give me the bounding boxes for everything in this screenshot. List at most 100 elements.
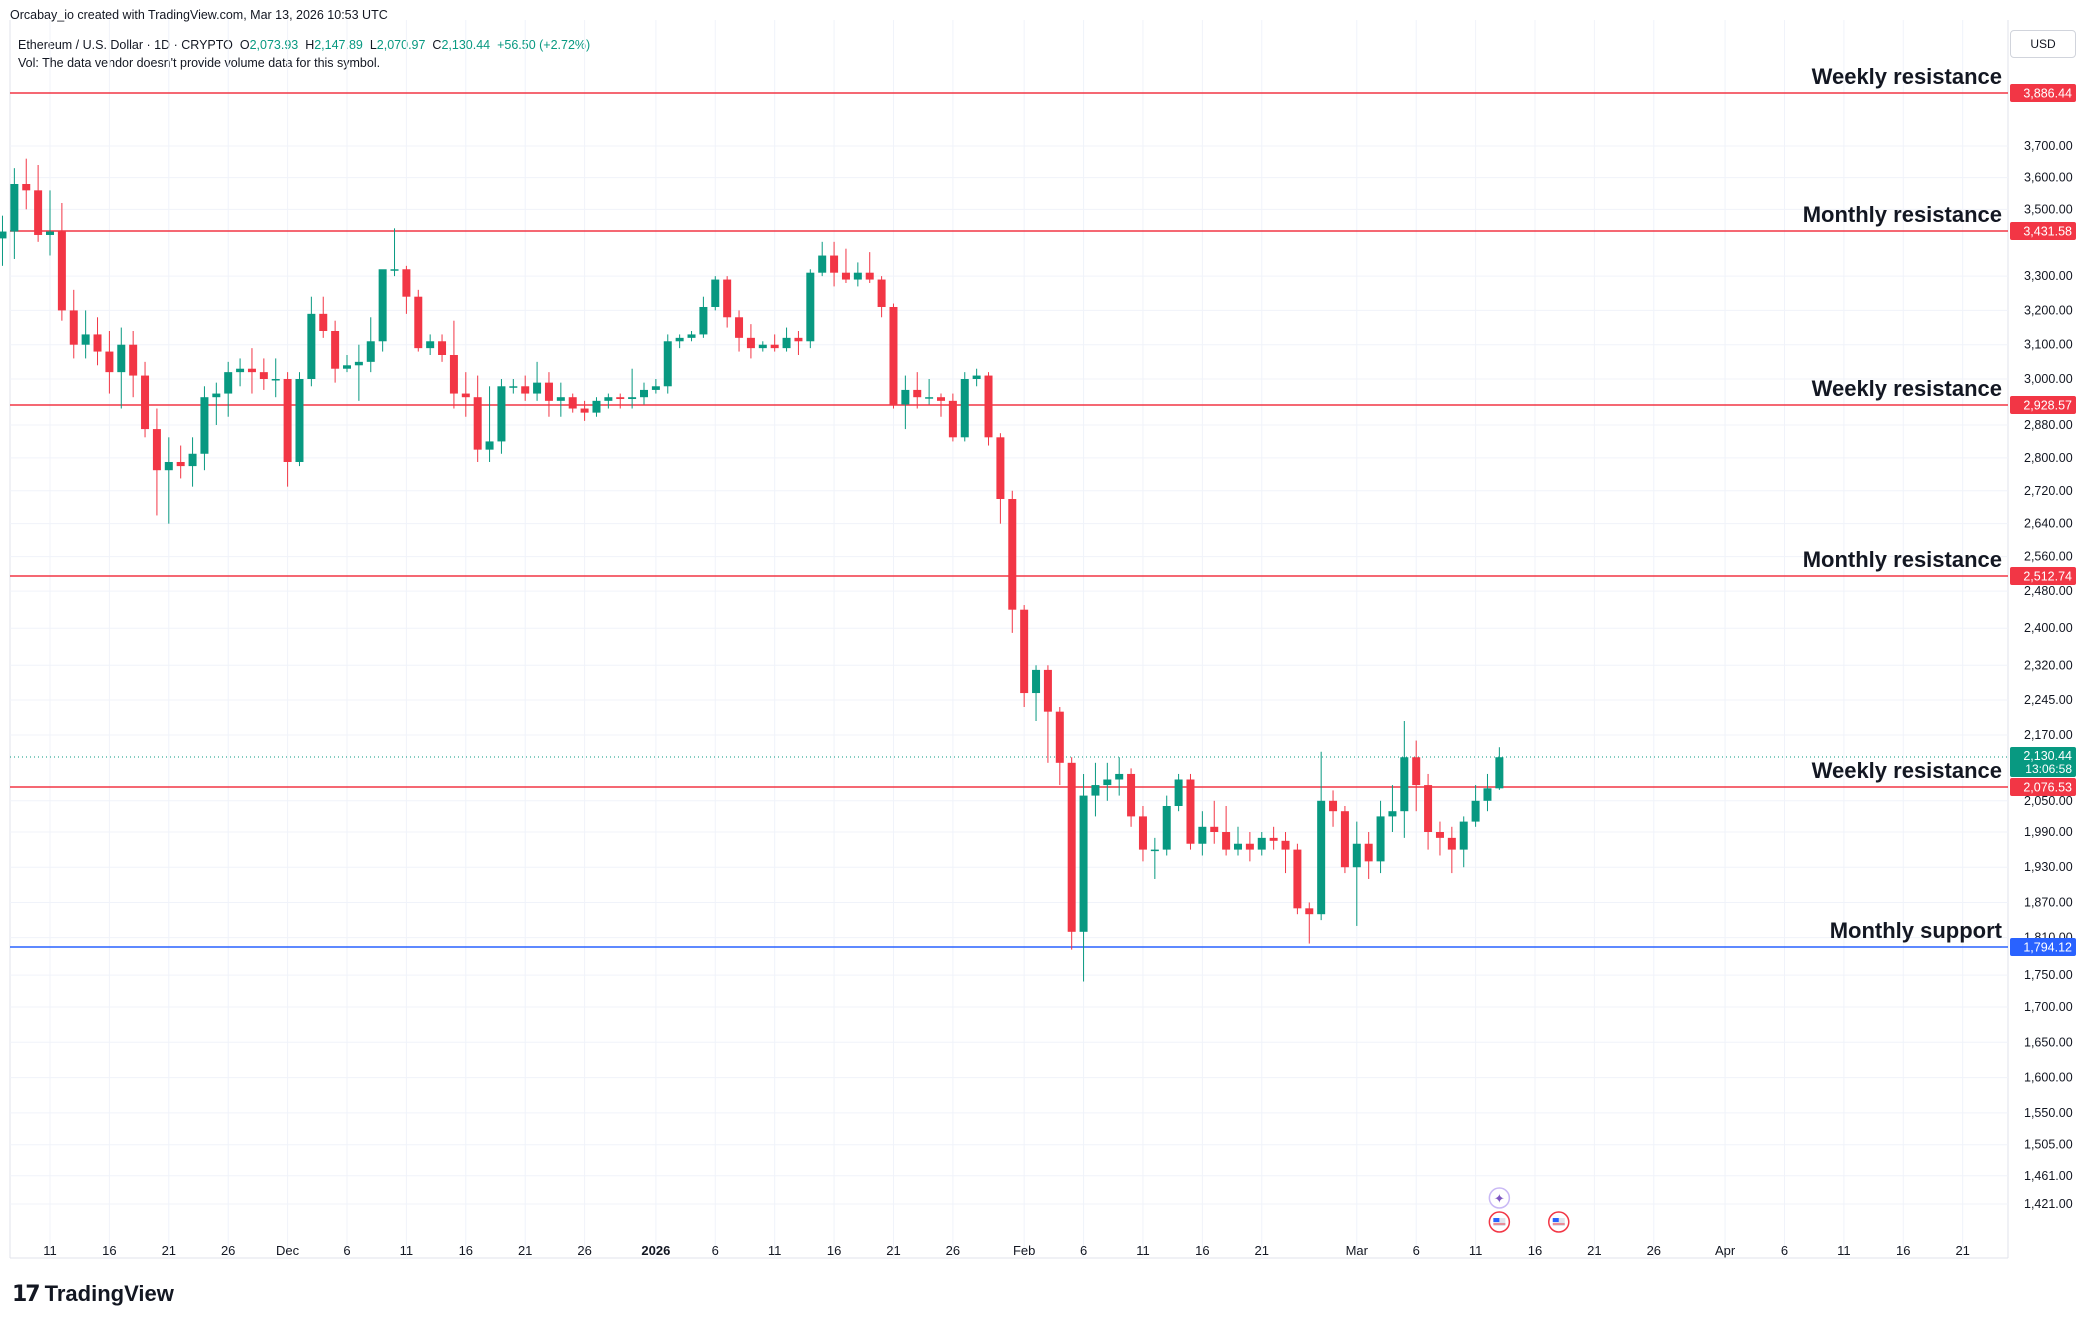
candle-body	[152, 429, 161, 471]
chart-credit: Orcabay_io created with TradingView.com,…	[10, 8, 388, 22]
candle-body	[414, 296, 423, 349]
open-label: O	[239, 38, 250, 52]
candle-body	[901, 389, 910, 405]
price-tick-label: 2,800.00	[2024, 451, 2073, 465]
price-tick-label: 3,500.00	[2024, 202, 2073, 216]
close-label: C	[432, 38, 442, 52]
time-tick-label: 21	[1255, 1243, 1269, 1258]
symbol-title[interactable]: Ethereum / U.S. Dollar · 1D · CRYPTO	[18, 38, 233, 52]
time-axis[interactable]: 11 16 21 26 Dec 6 11 16 21 26 2026 6 11 16 21 26 Feb 6 11 1…	[43, 1243, 1970, 1258]
tradingview-logo-icon: 17	[12, 1281, 41, 1307]
price-tick-label: 2,400.00	[2024, 621, 2073, 635]
level-price-badge: 3,886.44	[2023, 87, 2072, 101]
time-tick-label: 6	[1781, 1243, 1788, 1258]
level-label: Monthly resistance	[1803, 202, 2002, 227]
low-value: 2,070.97	[376, 38, 426, 52]
currency-selector[interactable]: USD	[2010, 30, 2076, 58]
level-price-badge-bg	[2010, 778, 2076, 796]
candle-body	[81, 334, 90, 345]
candle-body	[247, 368, 256, 373]
price-tick-label: 2,640.00	[2024, 517, 2073, 531]
event-markers[interactable]: ✦	[1488, 1187, 1570, 1233]
tradingview-brand[interactable]: 17 TradingView	[12, 1278, 174, 1310]
candle-body	[224, 372, 233, 394]
time-tick-label: 11	[400, 1243, 414, 1258]
candle-body	[675, 337, 684, 342]
candle-body	[1186, 779, 1195, 844]
time-tick-label: 6	[712, 1243, 719, 1258]
us-flag-event-icon[interactable]	[1548, 1211, 1570, 1233]
candle-body	[93, 334, 102, 352]
level-price-badge-bg	[2010, 938, 2076, 956]
candle-body	[1495, 757, 1504, 789]
price-tick-label: 3,000.00	[2024, 372, 2073, 386]
candle-body	[663, 341, 672, 387]
price-tick-label: 1,930.00	[2024, 860, 2073, 874]
price-axis[interactable]: 3,700.00 3,600.00 3,500.00 3,300.00 3,200.00…	[2024, 139, 2073, 1211]
ai-sparkle-event-icon[interactable]: ✦	[1488, 1187, 1511, 1209]
level-label: Monthly resistance	[1803, 547, 2002, 572]
candle-body	[283, 379, 292, 462]
level-label: Monthly support	[1830, 918, 2003, 943]
candle-body	[129, 344, 138, 376]
price-tick-label: 1,870.00	[2024, 895, 2073, 909]
price-tick-label: 2,245.00	[2024, 693, 2073, 707]
countdown-badge: 13:06:58	[2025, 762, 2072, 776]
level-price-badge-bg	[2010, 222, 2076, 240]
candle-body	[1127, 773, 1136, 817]
price-tick-label: 2,480.00	[2024, 584, 2073, 598]
candle-body	[1352, 843, 1361, 868]
candle-body	[438, 341, 447, 355]
candle-body	[1020, 609, 1029, 694]
candle-body	[461, 393, 470, 398]
price-tick-label: 1,650.00	[2024, 1035, 2073, 1049]
candle-body	[544, 382, 553, 401]
price-tick-label: 1,750.00	[2024, 968, 2073, 982]
candle-body	[1032, 669, 1041, 694]
candle-body	[889, 306, 898, 405]
price-tick-label: 3,600.00	[2024, 171, 2073, 185]
level-price-badge: 2,928.57	[2023, 399, 2072, 413]
time-tick-label: 6	[1413, 1243, 1420, 1258]
candle-body	[366, 341, 375, 362]
price-tick-label: 3,300.00	[2024, 269, 2073, 283]
candle-body	[830, 255, 839, 273]
candle-body	[1055, 711, 1064, 763]
us-flag-event-icon[interactable]	[1488, 1211, 1511, 1233]
candle-body	[1269, 837, 1278, 841]
candle-body	[449, 354, 458, 394]
candle-body	[580, 408, 589, 413]
time-tick-label: 26	[946, 1243, 960, 1258]
price-chart[interactable]: Weekly resistance Monthly resistance Weekl…	[0, 0, 2096, 1270]
last-price-badge-bg	[2010, 747, 2076, 778]
candle-body	[568, 397, 577, 409]
candle-body	[1424, 785, 1433, 832]
candle-body	[10, 184, 19, 232]
level-price-badge: 2,512.74	[2023, 570, 2072, 584]
candle-body	[651, 386, 660, 390]
candle-body	[426, 341, 435, 349]
candle-body	[46, 231, 54, 235]
candle-body	[1340, 811, 1349, 868]
time-tick-label: 6	[1080, 1243, 1087, 1258]
candle-body	[1435, 832, 1444, 838]
candle-body	[628, 397, 637, 400]
volume-note: Vol: The data vendor doesn't provide vol…	[18, 56, 381, 70]
candle-body	[699, 306, 708, 335]
candle-body	[521, 386, 530, 394]
candle-body	[640, 389, 648, 398]
level-price-badge: 2,076.53	[2023, 781, 2072, 795]
candle-body	[271, 379, 280, 381]
candle-body	[533, 382, 542, 394]
candle-body	[1293, 849, 1302, 909]
time-tick-label: 11	[1837, 1243, 1851, 1258]
candle-body	[22, 184, 31, 191]
time-tick-label: 16	[102, 1243, 116, 1258]
time-tick-label: 11	[768, 1243, 782, 1258]
time-tick-label: 26	[221, 1243, 235, 1258]
level-price-badge: 3,431.58	[2023, 225, 2072, 239]
time-tick-label: 11	[43, 1243, 57, 1258]
candle-body	[770, 344, 779, 349]
price-tick-label: 1,600.00	[2024, 1071, 2073, 1085]
candle-body	[758, 344, 767, 349]
